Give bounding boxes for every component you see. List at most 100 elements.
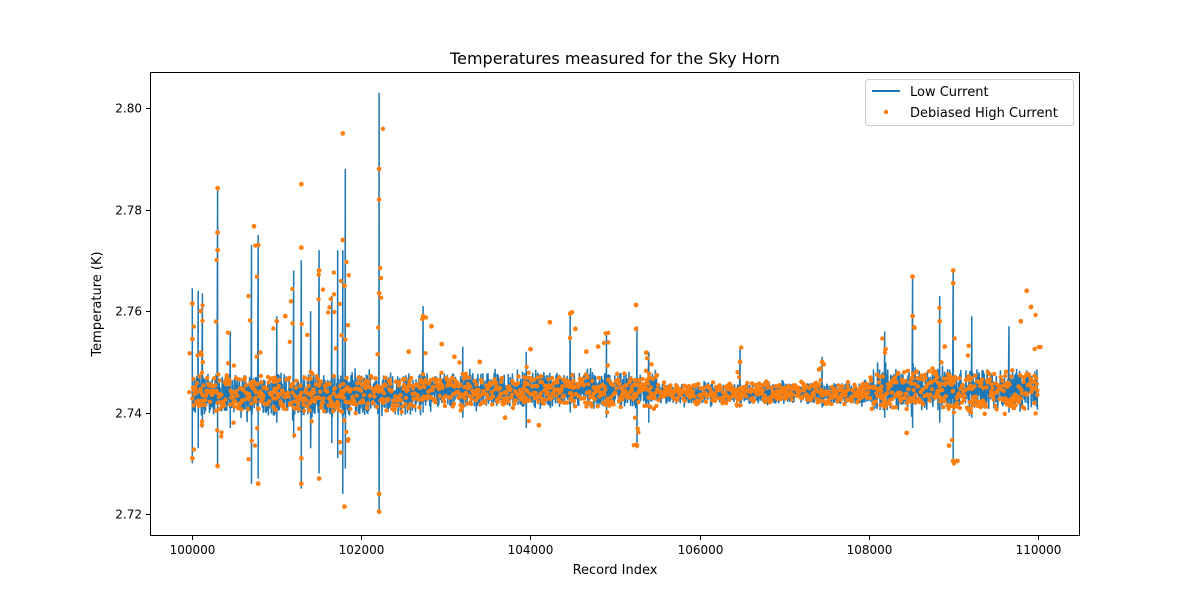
high-current-point	[1010, 368, 1015, 373]
high-current-point	[235, 393, 240, 398]
high-current-point	[214, 257, 219, 263]
high-current-point	[682, 398, 687, 403]
high-current-point	[629, 388, 635, 393]
high-current-point	[267, 399, 272, 404]
high-current-point	[680, 388, 686, 393]
high-current-point	[527, 398, 532, 403]
high-current-point	[341, 395, 346, 400]
high-current-point	[451, 401, 457, 406]
high-current-outlier-point	[1028, 304, 1034, 310]
high-current-point	[817, 389, 822, 394]
high-current-outlier-point	[376, 491, 382, 497]
high-current-point	[972, 384, 977, 389]
high-current-point	[546, 377, 551, 382]
high-current-point	[336, 403, 341, 408]
high-current-point	[266, 380, 271, 385]
high-current-point	[361, 400, 366, 405]
high-current-point	[567, 335, 573, 341]
high-current-point	[213, 408, 219, 413]
high-current-point	[361, 392, 367, 398]
high-current-point	[393, 379, 399, 384]
high-current-point	[306, 383, 312, 388]
high-current-outlier-point	[502, 415, 508, 421]
high-current-point	[583, 400, 588, 405]
high-current-point	[697, 398, 702, 404]
high-current-point	[374, 404, 380, 410]
high-current-point	[749, 386, 754, 391]
high-current-outlier-point	[340, 237, 346, 243]
high-current-point	[655, 382, 661, 388]
high-current-point	[488, 382, 493, 387]
high-current-point	[195, 353, 200, 358]
high-current-point	[242, 375, 248, 380]
high-current-point	[648, 385, 654, 390]
high-current-point	[386, 396, 391, 402]
chart-title: Temperatures measured for the Sky Horn	[449, 49, 780, 68]
high-current-point	[499, 375, 504, 381]
high-current-point	[982, 411, 987, 417]
high-current-outlier-point	[633, 302, 639, 308]
high-current-point	[596, 375, 602, 381]
high-current-point	[252, 443, 258, 448]
high-current-point	[892, 375, 897, 380]
high-current-point	[433, 400, 438, 405]
high-current-point	[846, 387, 851, 392]
high-current-point	[290, 286, 295, 292]
high-current-point	[530, 384, 535, 389]
high-current-point	[468, 401, 474, 407]
high-current-point	[332, 309, 337, 315]
high-current-outlier-point	[429, 323, 434, 329]
high-current-point	[194, 390, 199, 395]
high-current-point	[649, 362, 654, 367]
high-current-point	[944, 376, 949, 381]
high-current-point	[288, 299, 294, 304]
axes-frame	[150, 72, 1080, 536]
high-current-point	[448, 395, 453, 400]
high-current-point	[561, 393, 567, 398]
high-current-point	[628, 376, 633, 381]
high-current-point	[388, 381, 393, 387]
high-current-outlier-point	[282, 313, 288, 319]
high-current-point	[341, 381, 346, 386]
high-current-point	[635, 381, 641, 387]
high-current-point	[337, 301, 342, 307]
high-current-point	[255, 426, 260, 431]
high-current-point	[911, 387, 916, 393]
high-current-outlier-point	[572, 326, 578, 332]
high-current-point	[253, 395, 258, 401]
high-current-point	[490, 394, 496, 399]
x-tick-label: 104000	[508, 543, 554, 557]
high-current-point	[520, 390, 526, 396]
high-current-point	[636, 399, 641, 405]
high-current-point	[1022, 406, 1027, 411]
high-current-outlier-point	[883, 346, 888, 352]
high-current-point	[643, 368, 649, 373]
high-current-point	[403, 395, 409, 401]
high-current-point	[399, 398, 404, 403]
high-current-outlier-point	[955, 458, 960, 464]
high-current-point	[191, 376, 196, 382]
high-current-outlier-point	[737, 359, 743, 365]
high-current-point	[636, 430, 641, 435]
high-current-point	[213, 383, 218, 388]
high-current-point	[1006, 380, 1011, 385]
high-current-point	[493, 387, 498, 392]
high-current-point	[888, 383, 893, 388]
high-current-point	[513, 398, 519, 403]
high-current-point	[199, 370, 205, 375]
high-current-point	[1002, 411, 1007, 416]
high-current-point	[818, 378, 823, 383]
high-current-point	[722, 390, 728, 395]
high-current-point	[632, 377, 638, 383]
high-current-point	[339, 409, 344, 414]
high-current-point	[1034, 381, 1040, 386]
high-current-point	[399, 409, 404, 414]
high-current-point	[1026, 373, 1032, 378]
high-current-point	[555, 380, 560, 385]
high-current-point	[308, 369, 313, 374]
high-current-point	[899, 391, 904, 396]
high-current-point	[331, 373, 336, 379]
high-current-point	[391, 398, 396, 403]
high-current-point	[839, 384, 845, 389]
high-current-outlier-point	[316, 476, 322, 481]
